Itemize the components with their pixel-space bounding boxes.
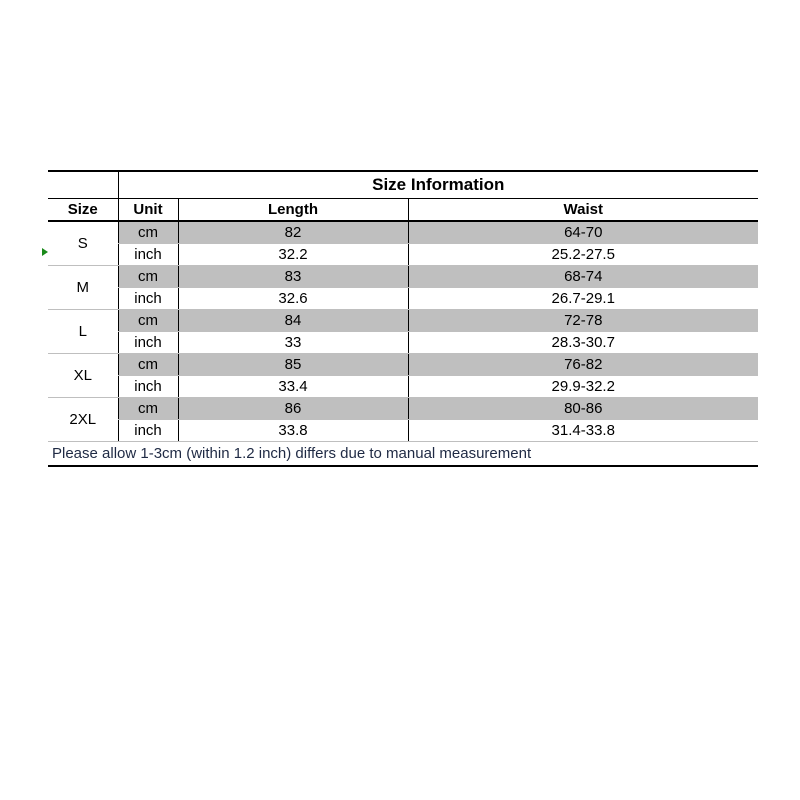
length-inch: 33.4 (178, 376, 408, 398)
col-header-size: Size (48, 199, 118, 222)
header-row: Size Unit Length Waist (48, 199, 758, 222)
waist-inch: 29.9-32.2 (408, 376, 758, 398)
length-inch: 33.8 (178, 420, 408, 442)
title-empty-cell (48, 171, 118, 199)
size-label: M (48, 266, 118, 310)
caret-marker-icon (42, 248, 48, 256)
unit-cm: cm (118, 266, 178, 288)
note-row: Please allow 1-3cm (within 1.2 inch) dif… (48, 442, 758, 467)
table-row: S cm 82 64-70 (48, 221, 758, 244)
table-row: inch 33.8 31.4-33.8 (48, 420, 758, 442)
unit-inch: inch (118, 332, 178, 354)
length-inch: 32.6 (178, 288, 408, 310)
unit-inch: inch (118, 244, 178, 266)
length-cm: 84 (178, 310, 408, 332)
table-row: L cm 84 72-78 (48, 310, 758, 332)
size-label: XL (48, 354, 118, 398)
table-row: inch 32.6 26.7-29.1 (48, 288, 758, 310)
waist-inch: 28.3-30.7 (408, 332, 758, 354)
length-cm: 85 (178, 354, 408, 376)
unit-inch: inch (118, 376, 178, 398)
table-row: XL cm 85 76-82 (48, 354, 758, 376)
size-table: Size Information Size Unit Length Waist … (48, 170, 758, 467)
table-row: inch 33.4 29.9-32.2 (48, 376, 758, 398)
length-cm: 82 (178, 221, 408, 244)
size-label: S (48, 221, 118, 266)
table-row: inch 32.2 25.2-27.5 (48, 244, 758, 266)
unit-inch: inch (118, 420, 178, 442)
waist-cm: 64-70 (408, 221, 758, 244)
unit-cm: cm (118, 221, 178, 244)
measurement-note: Please allow 1-3cm (within 1.2 inch) dif… (48, 442, 758, 467)
unit-cm: cm (118, 354, 178, 376)
waist-cm: 76-82 (408, 354, 758, 376)
waist-cm: 68-74 (408, 266, 758, 288)
unit-inch: inch (118, 288, 178, 310)
length-cm: 83 (178, 266, 408, 288)
length-cm: 86 (178, 398, 408, 420)
col-header-waist: Waist (408, 199, 758, 222)
waist-inch: 26.7-29.1 (408, 288, 758, 310)
unit-cm: cm (118, 398, 178, 420)
title-row: Size Information (48, 171, 758, 199)
waist-cm: 80-86 (408, 398, 758, 420)
col-header-unit: Unit (118, 199, 178, 222)
table-row: 2XL cm 86 80-86 (48, 398, 758, 420)
col-header-length: Length (178, 199, 408, 222)
size-label: L (48, 310, 118, 354)
waist-inch: 31.4-33.8 (408, 420, 758, 442)
table-row: M cm 83 68-74 (48, 266, 758, 288)
length-inch: 33 (178, 332, 408, 354)
size-table-container: Size Information Size Unit Length Waist … (48, 170, 758, 467)
waist-cm: 72-78 (408, 310, 758, 332)
length-inch: 32.2 (178, 244, 408, 266)
table-row: inch 33 28.3-30.7 (48, 332, 758, 354)
waist-inch: 25.2-27.5 (408, 244, 758, 266)
size-label: 2XL (48, 398, 118, 442)
unit-cm: cm (118, 310, 178, 332)
table-title: Size Information (118, 171, 758, 199)
